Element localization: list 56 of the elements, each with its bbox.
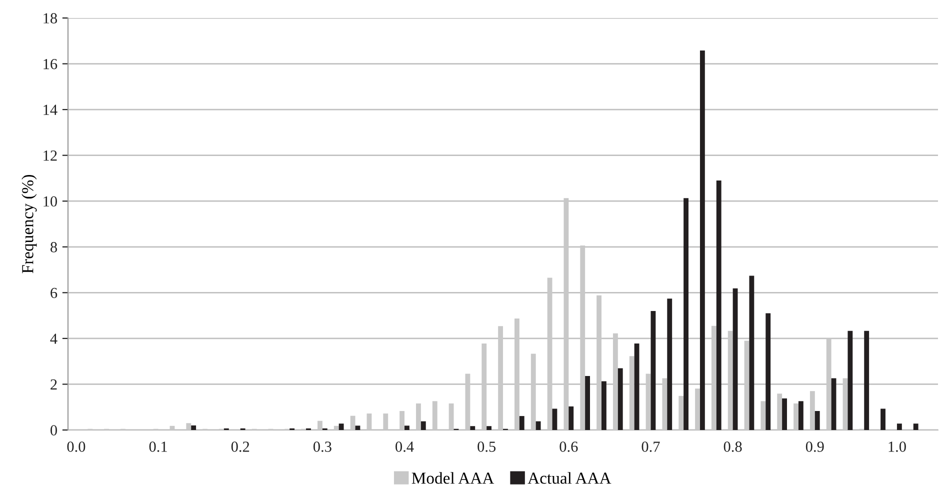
bar: [601, 381, 606, 430]
bar: [667, 298, 672, 430]
x-tick-label: 0.3: [313, 442, 332, 452]
bar: [568, 406, 574, 430]
bar: [585, 376, 590, 430]
y-tick-label: 2: [50, 379, 57, 390]
bar: [420, 421, 426, 430]
bar: [716, 180, 722, 430]
bar: [732, 288, 738, 430]
y-axis-title: Frequency (%): [22, 174, 37, 274]
bar: [470, 426, 476, 430]
bar: [913, 424, 918, 430]
bar: [404, 426, 410, 430]
bar: [848, 330, 853, 430]
bar: [814, 411, 820, 430]
bar: [191, 425, 196, 430]
bar: [536, 421, 541, 430]
bar: [486, 426, 492, 430]
y-tick-label: 12: [44, 150, 57, 161]
x-tick-label: 0.8: [724, 442, 742, 452]
bar: [552, 408, 558, 430]
bar: [355, 426, 360, 430]
bar: [880, 408, 886, 430]
y-tick-label: 4: [50, 334, 58, 344]
legend-label: Actual AAA: [528, 472, 612, 484]
x-tick-label: 0.2: [231, 442, 250, 452]
y-tick-label: 18: [44, 13, 57, 24]
x-tick-label: 0.6: [560, 442, 578, 452]
y-tick-label: 0: [50, 425, 57, 436]
x-tick-label: 0.4: [396, 442, 414, 452]
y-tick-label: 6: [50, 288, 58, 298]
x-tick-label: 0.7: [642, 442, 660, 452]
bar: [618, 368, 623, 430]
x-tick-label: 0.9: [806, 442, 824, 452]
x-tick-label: 0.0: [67, 442, 86, 452]
bar: [864, 330, 870, 430]
bar: [831, 378, 836, 430]
bar: [766, 313, 771, 430]
bar: [684, 198, 688, 430]
x-tick-label: 1.0: [888, 442, 906, 452]
bar: [650, 310, 656, 430]
bar: [338, 424, 344, 430]
y-tick-label: 8: [50, 242, 57, 252]
bar: [798, 401, 804, 430]
bar: [749, 276, 754, 430]
y-tick-label: 14: [44, 104, 58, 115]
bar: [519, 416, 524, 430]
x-tick-label: 0.1: [149, 442, 167, 452]
y-tick-label: 10: [44, 196, 57, 207]
bar: [634, 343, 640, 430]
x-tick-label: 0.5: [478, 442, 496, 452]
y-tick-label: 16: [44, 58, 58, 70]
bar: [782, 398, 787, 430]
bar: [700, 50, 705, 430]
bar: [896, 424, 902, 430]
legend-label: Model AAA: [412, 472, 494, 484]
